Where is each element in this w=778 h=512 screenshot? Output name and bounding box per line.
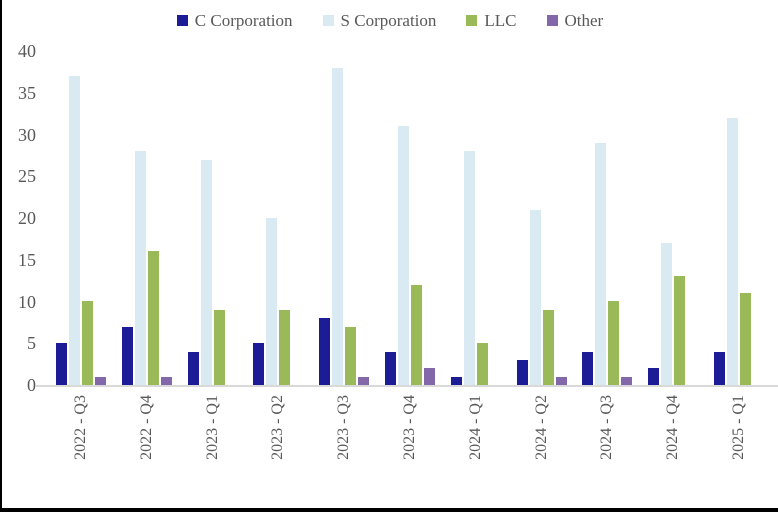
x-label-cell: 2023 - Q4 [377,395,443,495]
x-label-cell: 2022 - Q4 [114,395,180,495]
y-tick-label-40: 40 [18,41,36,61]
legend-label: S Corporation [340,11,437,30]
legend-label: Other [564,11,604,30]
bar-llc [608,301,620,385]
x-tick-label: 2025 - Q1 [730,395,748,460]
bar-c-corporation [253,343,265,385]
legend-marker-icon [466,15,478,26]
bar-group-2023-Q3 [311,51,377,385]
legend: C Corporation S Corporation LLC Other [2,12,778,29]
legend-label: LLC [484,11,517,30]
x-axis: 2022 - Q3 2022 - Q4 2023 - Q1 2023 - Q2 2023… [48,395,772,495]
bar-other [621,377,633,385]
y-tick-label-25: 25 [18,166,36,187]
plot-area [48,51,772,385]
x-label-cell: 2023 - Q2 [245,395,311,495]
x-label-cell: 2024 - Q1 [443,395,509,495]
x-tick-label: 2022 - Q3 [71,395,89,460]
bar-c-corporation [582,352,594,385]
legend-marker-icon [322,15,334,26]
legend-item-llc: LLC [466,11,517,30]
bar-s-corporation [727,118,739,385]
bar-c-corporation [450,377,462,385]
bar-s-corporation [332,68,344,385]
x-tick-label: 2023 - Q1 [203,395,221,460]
bar-group-2024-Q1 [443,51,509,385]
x-label-cell: 2024 - Q2 [509,395,575,495]
bar-llc [740,293,752,385]
x-tick-label: 2024 - Q4 [664,395,682,460]
legend-marker-icon [176,15,188,26]
x-label-cell: 2025 - Q1 [706,395,772,495]
bar-llc [410,285,422,385]
bar-other [358,377,370,385]
bar-s-corporation [661,243,673,385]
bar-group-2024-Q3 [575,51,641,385]
bar-group-2023-Q4 [377,51,443,385]
y-tick-label-20: 20 [18,208,36,228]
bar-c-corporation [187,352,199,385]
bar-c-corporation [648,368,660,385]
legend-marker-icon [546,15,558,26]
bar-group-2025-Q1 [706,51,772,385]
bar-s-corporation [266,218,278,385]
bar-llc [345,327,357,385]
bar-c-corporation [319,318,331,385]
x-label-cell: 2023 - Q3 [311,395,377,495]
bar-other [160,377,172,385]
x-tick-label: 2023 - Q2 [269,395,287,460]
bar-other [555,377,567,385]
y-tick-label-10: 10 [18,291,36,312]
bar-c-corporation [55,343,67,385]
bar-s-corporation [200,160,212,385]
bar-c-corporation [121,327,133,385]
bar-c-corporation [384,352,396,385]
bar-llc [476,343,488,385]
x-label-cell: 2024 - Q4 [640,395,706,495]
bar-group-2024-Q4 [640,51,706,385]
bar-llc [147,251,159,385]
legend-item-c-corporation: C Corporation [176,11,293,30]
x-label-cell: 2024 - Q3 [575,395,641,495]
bar-llc [279,310,291,385]
bar-c-corporation [516,360,528,385]
x-tick-label: 2022 - Q4 [137,395,155,460]
x-tick-label: 2024 - Q1 [466,395,484,460]
x-tick-label: 2024 - Q3 [598,395,616,460]
bar-s-corporation [463,151,475,385]
legend-label: C Corporation [194,11,293,30]
x-axis-baseline [36,385,778,387]
y-tick-label-35: 35 [18,82,36,103]
legend-item-s-corporation: S Corporation [322,11,437,30]
y-tick-label-5: 5 [27,333,36,354]
bar-group-2024-Q2 [509,51,575,385]
x-tick-label: 2023 - Q3 [335,395,353,460]
y-tick-label-0: 0 [27,375,36,395]
x-label-cell: 2022 - Q3 [48,395,114,495]
x-label-cell: 2023 - Q1 [180,395,246,495]
bar-llc [81,301,93,385]
y-tick-label-30: 30 [18,124,36,145]
bar-group-2022-Q3 [48,51,114,385]
bar-s-corporation [68,76,80,385]
bar-s-corporation [134,151,146,385]
x-tick-label: 2024 - Q2 [532,395,550,460]
bar-llc [674,276,686,385]
bar-s-corporation [595,143,607,385]
bar-llc [213,310,225,385]
bar-other [94,377,106,385]
legend-item-other: Other [546,11,604,30]
bar-c-corporation [714,352,726,385]
bar-llc [542,310,554,385]
bar-other [423,368,435,385]
bar-group-2022-Q4 [114,51,180,385]
x-tick-label: 2023 - Q4 [400,395,418,460]
y-tick-label-15: 15 [18,249,36,270]
bar-s-corporation [529,210,541,385]
bar-s-corporation [397,126,409,385]
bar-group-2023-Q1 [180,51,246,385]
bar-group-2023-Q2 [245,51,311,385]
